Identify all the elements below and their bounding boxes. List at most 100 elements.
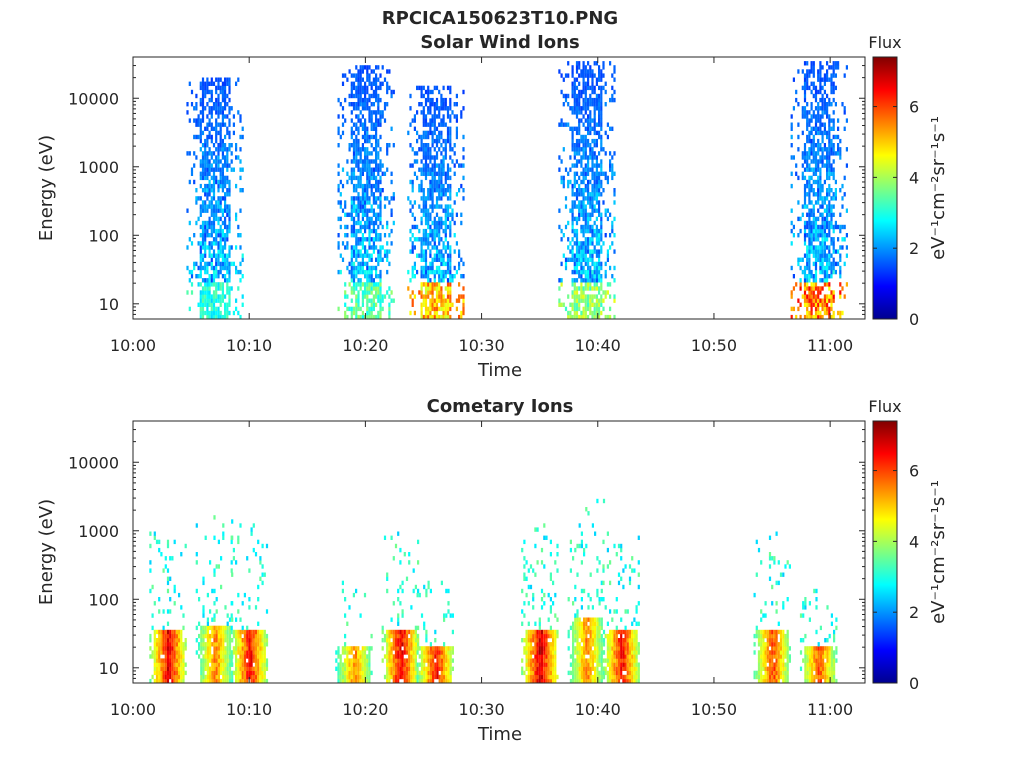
spectrogram-cell — [213, 535, 216, 540]
spectrogram-cell — [366, 678, 369, 684]
spectrogram-cell — [416, 110, 419, 115]
spectrogram-cell — [350, 224, 353, 230]
spectrogram-cell — [424, 118, 428, 123]
spectrogram-cell — [558, 122, 561, 127]
spectrogram-cell — [587, 126, 590, 131]
spectrogram-cell — [204, 192, 207, 197]
spectrogram-cell — [821, 257, 824, 262]
spectrogram-cell — [797, 102, 800, 107]
spectrogram-cell — [790, 294, 793, 299]
spectrogram-cell — [442, 253, 445, 258]
spectrogram-cell — [208, 188, 211, 193]
spectrogram-cell — [814, 85, 818, 91]
spectrogram-cell — [162, 670, 165, 676]
spectrogram-cell — [173, 666, 176, 671]
spectrogram-cell — [611, 126, 614, 131]
spectrogram-cell — [193, 233, 196, 238]
panel-title: Cometary Ions — [427, 396, 574, 417]
spectrogram-cell — [571, 110, 574, 115]
spectrogram-cell — [416, 159, 419, 164]
spectrogram-cell — [819, 290, 822, 295]
spectrogram-cell — [814, 118, 818, 123]
spectrogram-cell — [366, 147, 369, 152]
spectrogram-cell — [808, 118, 811, 123]
spectrogram-cell — [606, 249, 609, 254]
spectrogram-cell — [211, 662, 214, 667]
spectrogram-cell — [209, 678, 212, 684]
spectrogram-cell — [363, 650, 367, 655]
spectrogram-cell — [215, 633, 218, 639]
spectrogram-cell — [361, 662, 364, 667]
spectrogram-cell — [834, 269, 837, 275]
spectrogram-cell — [204, 298, 207, 303]
spectrogram-cell — [230, 539, 233, 545]
spectrogram-cell — [350, 143, 353, 148]
spectrogram-cell — [832, 224, 835, 230]
spectrogram-cell — [420, 208, 423, 213]
spectrogram-cell — [337, 216, 340, 222]
spectrogram-cell — [357, 678, 360, 684]
spectrogram-cell — [584, 167, 587, 172]
spectrogram-cell — [350, 265, 353, 271]
spectrogram-cell — [443, 674, 446, 680]
spectrogram-cell — [821, 65, 824, 70]
spectrogram-cell — [199, 102, 202, 107]
spectrogram-cell — [810, 208, 813, 213]
spectrogram-cell — [375, 265, 378, 271]
spectrogram-cell — [410, 678, 413, 684]
spectrogram-cell — [210, 89, 213, 95]
spectrogram-cell — [357, 646, 360, 651]
spectrogram-cell — [600, 114, 603, 119]
spectrogram-cell — [587, 77, 590, 82]
spectrogram-cell — [832, 118, 835, 123]
spectrogram-cell — [212, 282, 216, 287]
spectrogram-cell — [231, 519, 234, 524]
spectrogram-cell — [420, 147, 423, 152]
spectrogram-cell — [819, 212, 822, 217]
spectrogram-cell — [350, 278, 353, 283]
spectrogram-cell — [221, 286, 224, 291]
spectrogram-cell — [587, 61, 590, 66]
spectrogram-cell — [823, 228, 826, 234]
spectrogram-cell — [828, 77, 831, 82]
spectrogram-cell — [449, 257, 452, 262]
spectrogram-cell — [243, 633, 246, 639]
spectrogram-cell — [429, 126, 432, 131]
y-tick-label: 10 — [99, 295, 119, 314]
spectrogram-cell — [427, 278, 430, 283]
spectrogram-cell — [366, 670, 369, 676]
spectrogram-cell — [219, 147, 222, 152]
spectrogram-cell — [449, 188, 452, 193]
spectrogram-cell — [394, 674, 398, 680]
spectrogram-cell — [803, 106, 807, 111]
panel-cometary-ions: Cometary Ions 10:00 10:10 10:20 10:30 10:40 1… — [36, 396, 949, 745]
spectrogram-cell — [359, 228, 362, 234]
spectrogram-cell — [812, 171, 815, 176]
spectrogram-cell — [593, 183, 596, 189]
spectrogram-cell — [368, 282, 371, 287]
spectrogram-cell — [446, 134, 450, 140]
spectrogram-cell — [600, 89, 603, 95]
spectrogram-cell — [175, 674, 178, 680]
spectrogram-cell — [217, 106, 220, 111]
spectrogram-cell — [390, 670, 393, 676]
spectrogram-cell — [357, 126, 360, 131]
spectrogram-cell — [571, 192, 574, 197]
spectrogram-cell — [440, 175, 443, 181]
spectrogram-cell — [357, 138, 360, 144]
spectrogram-cell — [584, 126, 587, 131]
spectrogram-cell — [595, 93, 598, 99]
spectrogram-cell — [431, 269, 434, 275]
spectrogram-cell — [405, 678, 409, 684]
spectrogram-cell — [361, 212, 364, 217]
spectrogram-cell — [160, 642, 163, 647]
spectrogram-cell — [449, 102, 452, 107]
spectrogram-cell — [379, 253, 382, 258]
spectrogram-cell — [235, 629, 238, 635]
spectrogram-cell — [573, 175, 576, 181]
spectrogram-cell — [429, 253, 432, 258]
spectrogram-cell — [222, 633, 225, 639]
spectrogram-cell — [204, 646, 207, 651]
spectrogram-cell — [182, 642, 185, 647]
